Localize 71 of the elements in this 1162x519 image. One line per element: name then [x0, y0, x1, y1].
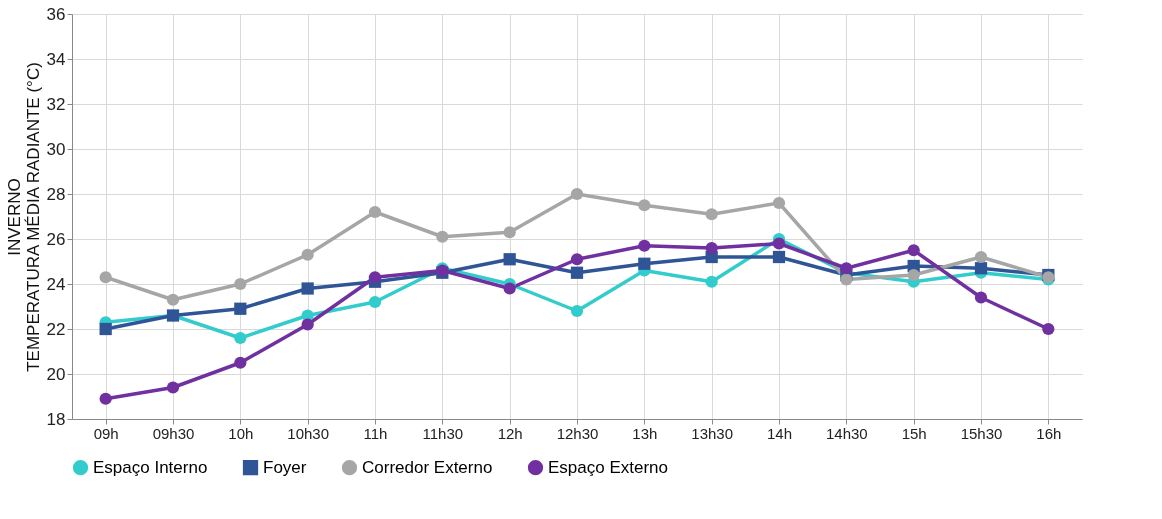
point	[705, 208, 718, 221]
point	[772, 250, 786, 264]
y-tick-label: 34	[46, 49, 66, 69]
point	[638, 257, 651, 270]
point	[503, 282, 516, 295]
point	[436, 230, 449, 243]
x-tick-label: 09h30	[152, 424, 195, 442]
point	[368, 295, 382, 309]
point	[907, 244, 920, 257]
y-tick-label: 30	[46, 139, 66, 159]
point	[301, 282, 314, 295]
point	[772, 196, 786, 210]
y-tick-label: 18	[46, 409, 66, 429]
point	[99, 322, 112, 336]
x-tick-label: 12h30	[556, 424, 599, 442]
x-tick-label: 15h30	[960, 424, 1003, 442]
point	[368, 205, 382, 219]
point	[570, 266, 584, 279]
point	[503, 253, 516, 266]
y-tick-label: 26	[46, 229, 66, 249]
point	[301, 248, 314, 261]
point	[166, 293, 180, 306]
point	[907, 268, 920, 282]
point	[234, 277, 247, 291]
x-tick-label: 11h30	[422, 424, 464, 442]
y-tick-label: 20	[46, 364, 66, 384]
point	[503, 226, 516, 239]
x-tick-label: 13h	[632, 424, 658, 442]
y-tick-label: 24	[46, 274, 66, 294]
text: TEMPERATURA MÉDIA RADIANTE (°C)	[23, 62, 43, 372]
point	[1042, 322, 1055, 336]
point	[772, 237, 786, 250]
point	[840, 273, 853, 286]
point	[99, 392, 112, 405]
point	[570, 253, 584, 266]
point	[705, 241, 718, 255]
point	[840, 262, 853, 275]
legend-label: Foyer	[263, 457, 307, 477]
y-tick-label: 28	[46, 184, 66, 204]
x-tick-label: 09h	[93, 424, 119, 442]
point	[99, 271, 112, 284]
point	[705, 275, 718, 288]
x-tick-label: 15h	[901, 424, 927, 442]
point	[974, 262, 988, 275]
x-tick-label: 11h	[363, 424, 388, 442]
point	[166, 381, 180, 394]
legend-label: Espaço Interno	[93, 457, 208, 477]
point	[974, 250, 988, 264]
point	[570, 304, 584, 318]
point	[234, 356, 247, 369]
y-tick-label: 32	[46, 94, 66, 114]
point	[974, 291, 988, 304]
x-tick-label: 10h	[228, 424, 254, 442]
legend-label: Espaço Externo	[548, 457, 669, 477]
x-tick-label: 12h	[497, 424, 523, 442]
x-tick-label: 14h30	[825, 424, 868, 442]
x-tick-label: 10h30	[287, 424, 330, 442]
x-tick-label: 16h	[1036, 424, 1062, 442]
y-tick-label: 36	[46, 4, 66, 24]
point	[570, 187, 584, 201]
x-tick-label: 13h30	[691, 424, 734, 442]
x-tick-label: 14h	[766, 424, 793, 442]
point	[368, 271, 382, 284]
point	[638, 199, 651, 212]
point	[234, 302, 247, 315]
point	[638, 239, 651, 252]
text: INVERNO	[4, 178, 24, 256]
y-tick-label: 22	[46, 319, 66, 339]
point	[301, 318, 314, 331]
point	[234, 331, 247, 345]
legend-label: Corredor Externo	[362, 457, 493, 477]
